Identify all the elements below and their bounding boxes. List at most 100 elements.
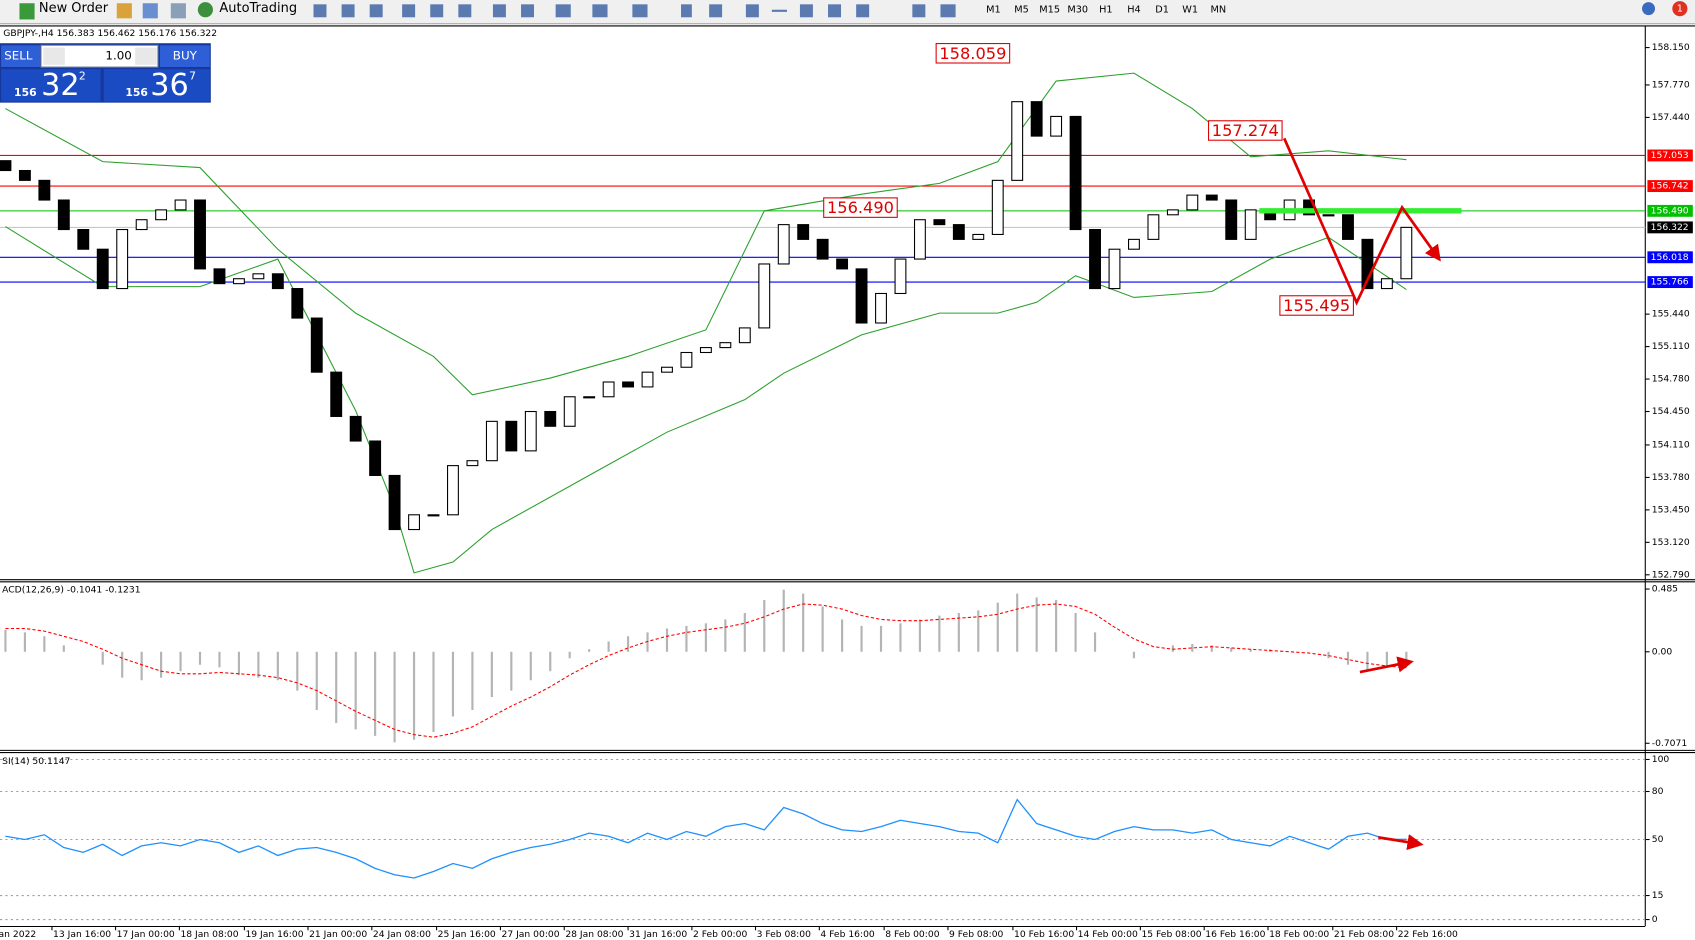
timeframe-button[interactable]: H4 [1127,5,1141,16]
candle [466,460,479,467]
price-badge-label: 155.766 [1651,277,1689,288]
timeframe-button[interactable]: MN [1210,5,1226,16]
tool-icon[interactable] [632,4,648,18]
toolbar-icon[interactable] [170,3,186,19]
lots-down[interactable] [43,47,65,65]
tool-icon[interactable] [856,4,870,18]
candle [1128,238,1140,250]
timeframe-button[interactable]: M5 [1014,5,1029,16]
buy-label[interactable]: BUY [173,49,198,63]
candle [933,219,946,226]
autotrading-button[interactable]: AutoTrading [219,1,297,16]
x-tick-label: 19 Jan 16:00 [245,929,303,940]
candle [1361,238,1374,290]
sell-price-box[interactable] [1,69,101,102]
sell-button[interactable] [1,45,40,67]
tool-icon[interactable] [592,4,608,18]
macd-histogram-bar [101,651,104,665]
timeframe-button[interactable]: M15 [1039,5,1060,16]
tool-icon[interactable] [745,4,759,18]
tool-icon[interactable] [341,4,355,18]
rsi-title: SI(14) 50.1147 [2,756,70,767]
notification-badge[interactable] [1672,1,1688,17]
macd-histogram-bar [626,636,630,652]
macd-histogram-bar [23,632,26,652]
macd-histogram-bar [568,651,571,659]
sell-label[interactable]: SELL [4,49,33,63]
timeframe-button[interactable]: M1 [986,5,1001,16]
candle [1225,199,1238,240]
candle [155,209,168,221]
macd-histogram-bar [218,651,221,668]
tool-icon[interactable] [402,4,416,18]
macd-signal-line [5,603,1407,738]
y-tick-label: 154.110 [1652,439,1690,450]
tool-icon[interactable] [313,4,327,18]
tool-icon[interactable] [430,4,444,18]
buy-price-box[interactable] [103,69,210,102]
new-order-icon[interactable] [19,3,35,20]
macd-histogram-bar [607,641,610,652]
buy-price-big: 36 [150,68,189,103]
x-tick-label: 3 Feb 08:00 [757,929,812,940]
macd-histogram-bar [354,651,357,730]
tool-icon[interactable] [458,4,472,18]
y-tick-label: 153.450 [1652,504,1690,515]
tool-icon[interactable] [681,4,692,18]
macd-histogram-bar [841,619,844,652]
macd-histogram-bar [860,625,863,652]
timeframe-button[interactable]: H1 [1099,5,1113,16]
x-tick-label: 14 Feb 00:00 [1078,929,1138,940]
price-annotation-box [1279,295,1354,316]
x-tick-label: 15 Feb 08:00 [1141,929,1201,940]
candle [738,327,751,344]
timeframe-button[interactable]: W1 [1182,5,1198,16]
search-icon[interactable] [1642,2,1656,16]
lots-value[interactable]: 1.00 [105,49,131,63]
price-annotation: 156.490 [827,198,894,217]
macd-histogram-bar [335,651,338,723]
y-tick-label: 155.440 [1652,309,1690,320]
x-tick-label: 22 Feb 16:00 [1398,929,1458,940]
candle [116,229,129,290]
toolbar-icon[interactable] [116,3,132,19]
x-tick-label: 21 Jan 00:00 [309,929,367,940]
lots-up[interactable] [135,47,157,65]
buy-button[interactable] [159,45,210,67]
candle [408,514,420,531]
price-badge [1647,276,1693,289]
tool-icon[interactable] [799,4,813,18]
autotrading-icon[interactable] [197,2,213,18]
candle [1186,194,1199,211]
timeframe-button[interactable]: D1 [1155,5,1169,16]
tool-icon[interactable] [912,4,926,18]
toolbar-icon[interactable] [142,3,158,19]
candle [816,238,829,260]
tool-icon[interactable] [369,4,383,18]
tool-icon[interactable] [771,9,787,12]
macd-histogram-bar [1210,645,1213,652]
candle [583,396,596,399]
macd-histogram-bar [938,615,941,652]
price-badge [1647,204,1693,217]
tool-icon[interactable] [709,4,723,18]
new-order-button[interactable]: New Order [39,1,109,16]
tool-icon[interactable] [492,4,506,18]
candle [349,415,362,442]
tool-icon[interactable] [828,4,842,18]
price-annotation-box [1208,120,1283,141]
tool-icon[interactable] [940,4,956,18]
y-tick-label: 154.780 [1652,374,1690,385]
tool-icon[interactable] [521,4,535,18]
lots-input[interactable] [40,44,159,68]
x-tick-label: 28 Jan 08:00 [565,929,623,940]
timeframe-button[interactable]: M30 [1067,5,1088,16]
x-tick-label: 25 Jan 16:00 [438,929,496,940]
candle [1166,209,1179,216]
y-tick-label: 80 [1652,786,1664,797]
x-tick-label: 13 Jan 16:00 [53,929,111,940]
candle [447,465,459,516]
macd-histogram-bar [1230,647,1233,652]
tool-icon[interactable] [555,4,571,18]
